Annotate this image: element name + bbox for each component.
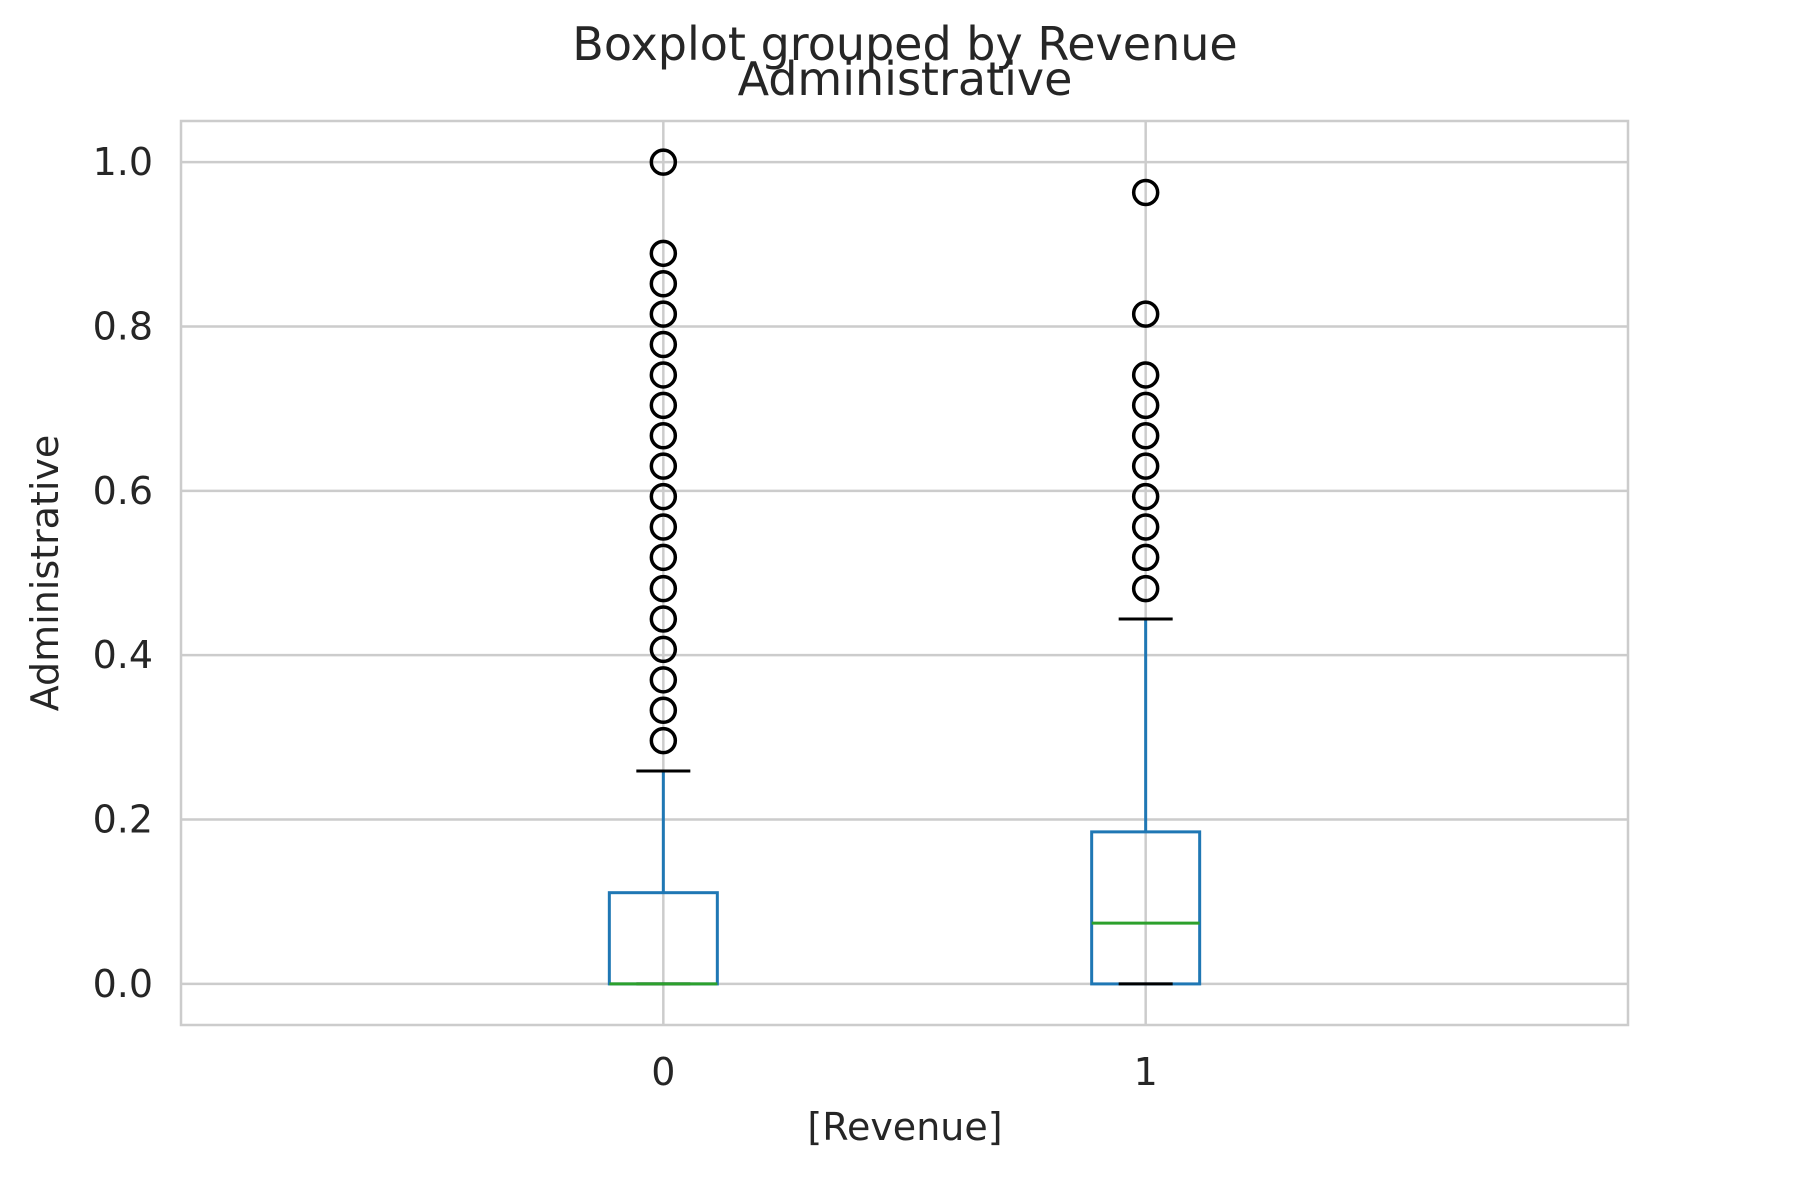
outlier-point — [649, 543, 678, 572]
plot-frame — [179, 119, 1630, 1027]
outlier-point — [1131, 178, 1160, 207]
y-tick-label: 0.0 — [93, 962, 153, 1006]
outlier-point — [649, 696, 678, 724]
box-group-1 — [1090, 178, 1202, 986]
y-axis-label: Administrative — [23, 435, 67, 712]
outlier-point — [1131, 452, 1160, 480]
y-tick-label: 0.8 — [93, 304, 153, 348]
outlier-point — [649, 330, 678, 359]
y-tick-label: 0.6 — [93, 469, 153, 513]
outlier-point — [1131, 543, 1160, 572]
chart-title: Administrative — [738, 52, 1073, 106]
outlier-point — [1131, 361, 1160, 389]
outlier-point — [649, 391, 678, 420]
y-tick-label: 0.2 — [93, 798, 153, 842]
outlier-point — [649, 148, 678, 176]
outlier-point — [1131, 574, 1160, 603]
outlier-point — [649, 300, 678, 328]
x-tick-label: 0 — [651, 1050, 675, 1094]
outlier-point — [649, 239, 678, 268]
outlier-point — [649, 482, 678, 511]
outlier-point — [649, 635, 678, 664]
outlier-point — [649, 605, 678, 633]
plot-layer — [607, 148, 1202, 986]
outlier-point — [649, 666, 678, 694]
outlier-point — [1131, 391, 1160, 420]
outlier-point — [649, 513, 678, 541]
box-group-0 — [607, 148, 719, 986]
x-tick-label: 1 — [1134, 1050, 1158, 1094]
chart-suptitle: Boxplot grouped by Revenue — [572, 17, 1237, 71]
outlier-point — [1131, 513, 1160, 541]
y-tick-label: 0.4 — [93, 633, 153, 677]
outlier-point — [649, 726, 678, 755]
tick-layer: 0.0 0.2 0.4 0.6 0.8 1.0 0 1 — [93, 140, 1158, 1094]
outlier-point — [1131, 422, 1160, 450]
outlier-point — [649, 422, 678, 450]
outlier-point — [1131, 300, 1160, 328]
x-axis-label: [Revenue] — [807, 1105, 1002, 1149]
outlier-point — [1131, 482, 1160, 511]
outlier-point — [649, 574, 678, 603]
outlier-point — [649, 269, 678, 298]
outlier-point — [649, 452, 678, 480]
grid-layer — [181, 121, 1628, 1025]
outlier-point — [649, 361, 678, 389]
y-tick-label: 1.0 — [93, 140, 153, 184]
